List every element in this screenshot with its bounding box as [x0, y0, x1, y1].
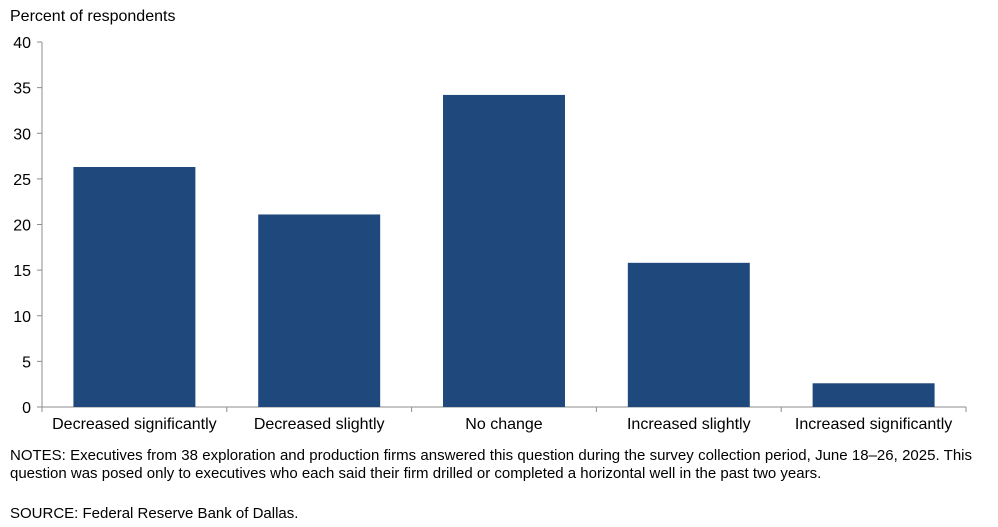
bar: [812, 383, 935, 407]
y-tick-label: 5: [22, 354, 31, 371]
bar: [73, 167, 196, 407]
bar: [627, 262, 750, 407]
bar: [443, 94, 565, 408]
y-axis-label: Percent of respondents: [10, 8, 175, 25]
bars: [73, 94, 935, 408]
bar: [258, 214, 381, 407]
x-axis: Decreased significantly Decreased slightl…: [41, 406, 967, 433]
y-tick-label: 10: [13, 309, 31, 326]
y-tick-label: 15: [13, 263, 31, 280]
y-axis: 0 5 10 15 20 25 30 35 40: [13, 35, 43, 417]
x-tick-label: Decreased significantly: [52, 416, 217, 433]
y-tick-label: 20: [13, 218, 31, 235]
y-tick-label: 35: [13, 81, 31, 98]
y-tick-label: 40: [13, 35, 31, 52]
bar-chart: Percent of respondents 0510152025303540 …: [10, 8, 967, 433]
y-tick-label: 0: [22, 400, 31, 417]
x-tick-label: Decreased slightly: [254, 416, 385, 433]
chart-source: SOURCE: Federal Reserve Bank of Dallas.: [10, 505, 299, 522]
x-tick-label: No change: [465, 416, 542, 433]
x-tick-label: Increased slightly: [627, 416, 751, 433]
chart-notes: NOTES: Executives from 38 exploration an…: [10, 447, 972, 482]
y-tick-label: 25: [13, 172, 31, 189]
x-tick-label: Increased significantly: [795, 416, 952, 433]
y-tick-label: 30: [13, 126, 31, 143]
